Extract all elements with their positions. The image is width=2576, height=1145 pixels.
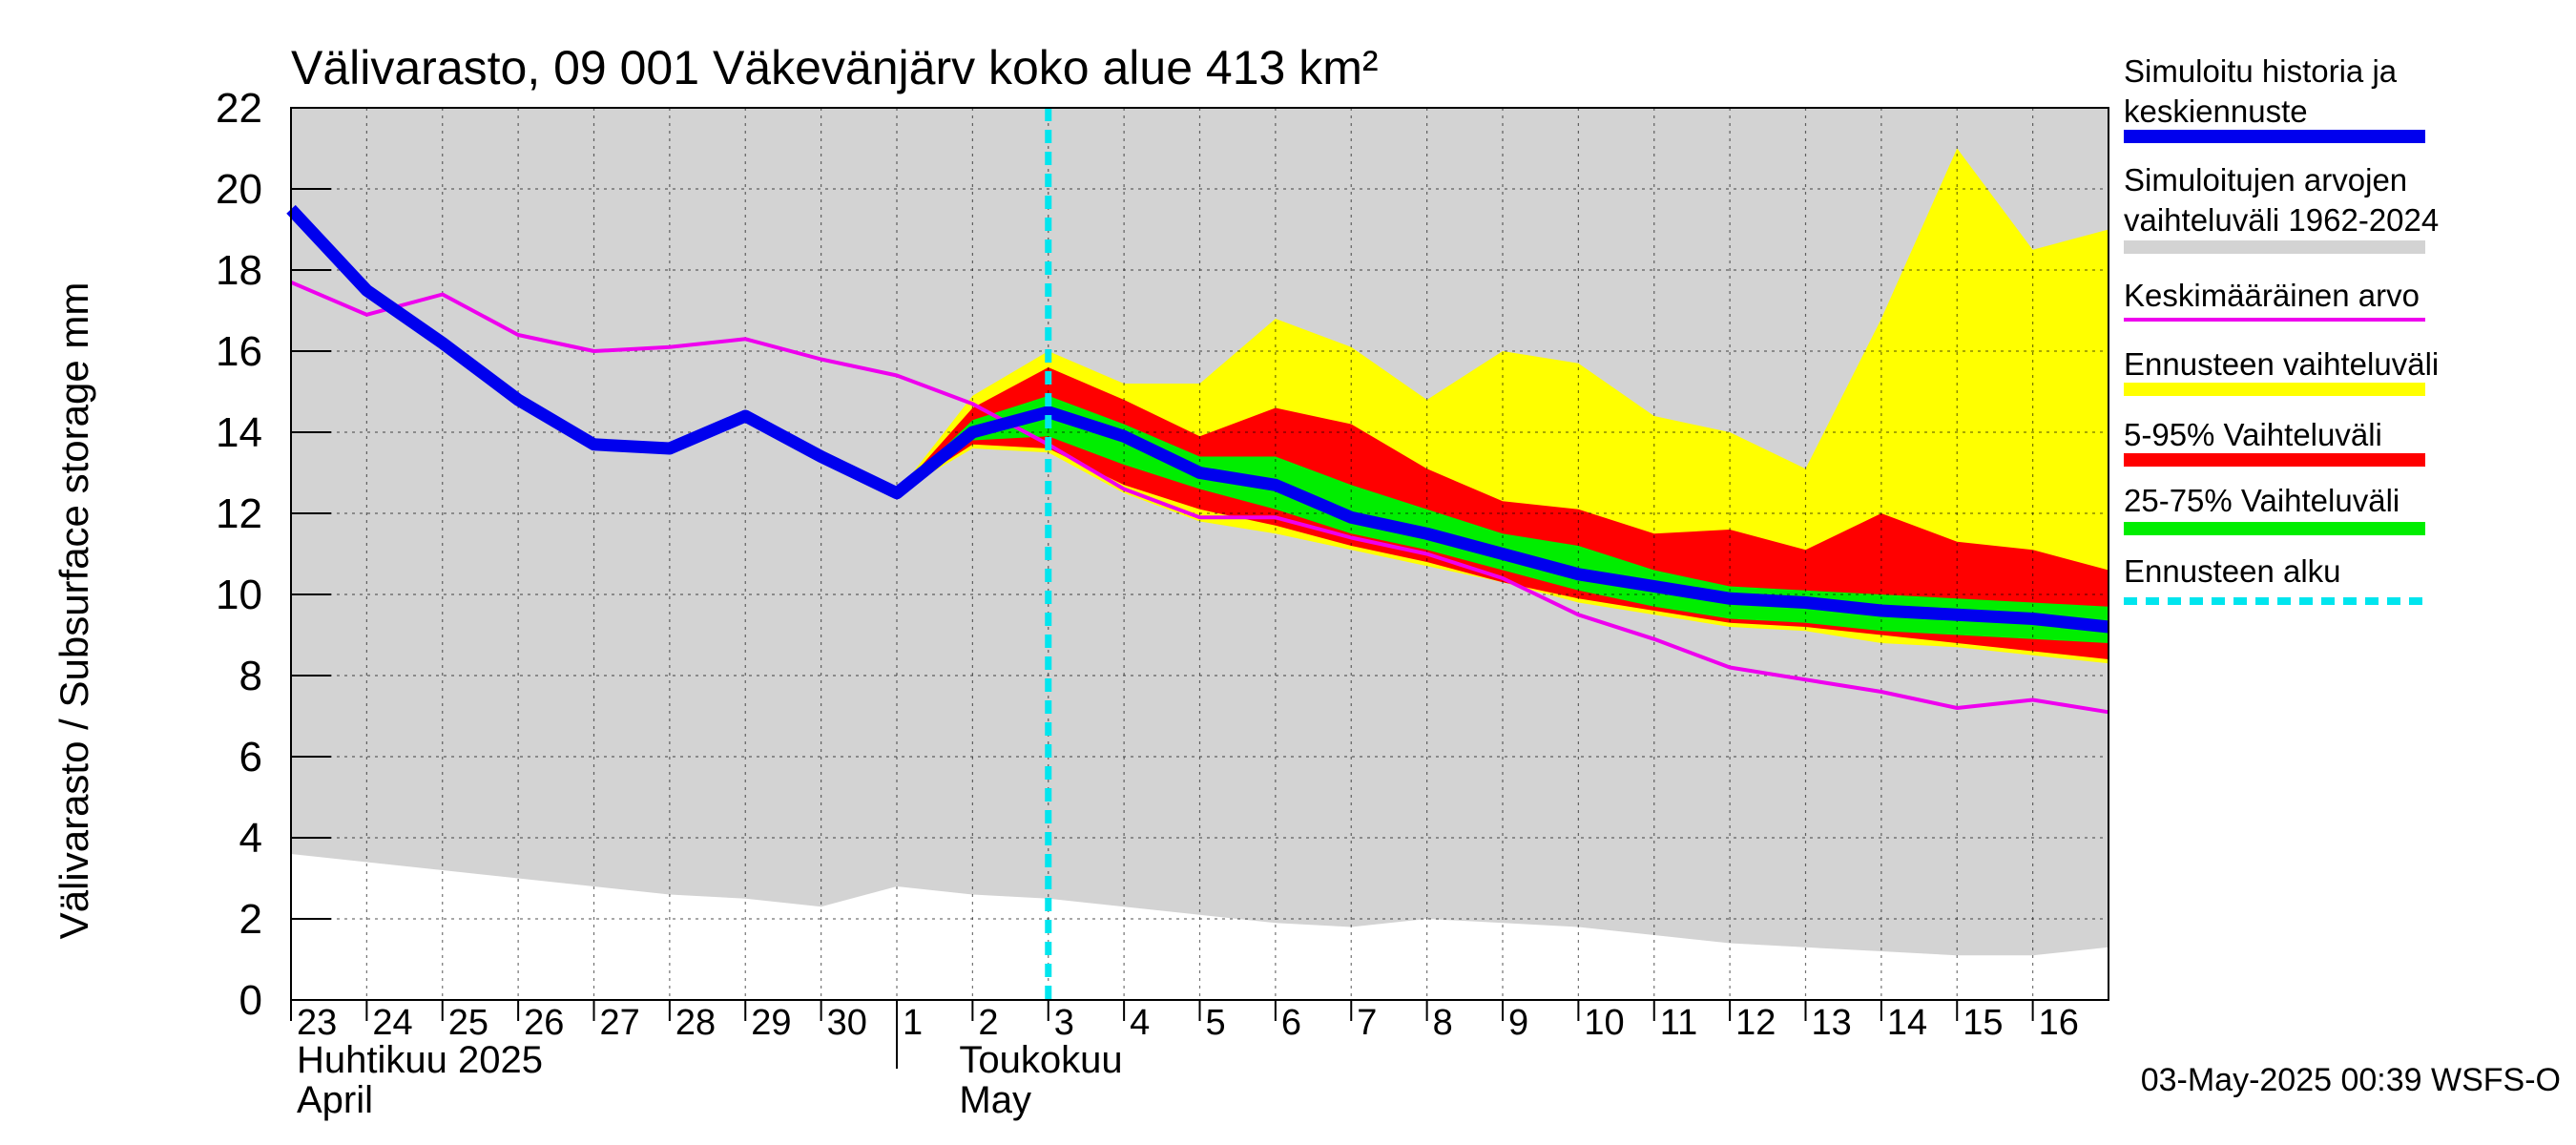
band-25-75 [897, 395, 2109, 643]
x-tick-label: 28 [675, 1003, 716, 1043]
series-simulated-line [286, 204, 2109, 634]
y-tick-label: 8 [239, 653, 262, 699]
legend-item: Simuloitujen arvojen vaihteluväli 1962-20… [2124, 162, 2439, 254]
x-tick-label: 2 [978, 1003, 998, 1043]
x-tick-label: 15 [1963, 1003, 2003, 1043]
x-tick-label: 10 [1584, 1003, 1624, 1043]
y-tick-label: 10 [216, 572, 262, 618]
x-tick-label: 13 [1812, 1003, 1852, 1043]
legend-label: Simuloitu historia ja [2124, 53, 2398, 89]
legend-item: 25-75% Vaihteluväli [2124, 483, 2425, 535]
y-tick-label: 20 [216, 166, 262, 213]
x-tick-label: 25 [448, 1003, 488, 1043]
x-tick-label: 11 [1660, 1003, 1697, 1043]
x-tick-label: 9 [1508, 1003, 1528, 1043]
chart-title: Välivarasto, 09 001 Väkevänjärv koko alu… [291, 41, 1379, 94]
y-tick-label: 18 [216, 247, 262, 294]
x-tick-label: 14 [1887, 1003, 1927, 1043]
legend-item: 5-95% Vaihteluväli [2124, 417, 2425, 467]
legend-label: vaihteluväli 1962-2024 [2124, 202, 2439, 238]
y-tick-label: 2 [239, 896, 262, 943]
y-tick-label: 4 [239, 815, 262, 862]
y-tick-label: 14 [216, 409, 262, 456]
y-tick-label: 12 [216, 490, 262, 537]
legend-label: 25-75% Vaihteluväli [2124, 483, 2399, 518]
x-tick-label: 24 [372, 1003, 412, 1043]
y-axis-label: Välivarasto / Subsurface storage mm [52, 282, 96, 940]
x-tick-label: 16 [2039, 1003, 2079, 1043]
x-tick-label: 6 [1281, 1003, 1301, 1043]
legend-label: keskiennuste [2124, 94, 2308, 129]
legend: Simuloitu historia jakeskiennusteSimuloi… [2124, 53, 2439, 605]
x-tick-label: 3 [1054, 1003, 1074, 1043]
legend-item: Ennusteen vaihteluväli [2124, 346, 2439, 396]
x-tick-label: 30 [827, 1003, 867, 1043]
legend-label: Simuloitujen arvojen [2124, 162, 2407, 198]
legend-label: Ennusteen vaihteluväli [2124, 346, 2439, 382]
x-tick-label: 8 [1433, 1003, 1453, 1043]
month-label-en: May [959, 1079, 1031, 1121]
legend-label: Ennusteen alku [2124, 553, 2341, 589]
x-tick-label: 7 [1357, 1003, 1377, 1043]
timestamp: 03-May-2025 00:39 WSFS-O [2141, 1062, 2561, 1098]
y-tick-label: 0 [239, 977, 262, 1024]
month-label-fi: Toukokuu [959, 1039, 1122, 1081]
month-label-fi: Huhtikuu 2025 [297, 1039, 543, 1081]
legend-label: 5-95% Vaihteluväli [2124, 417, 2382, 452]
x-tick-label: 4 [1130, 1003, 1150, 1043]
y-tick-label: 16 [216, 328, 262, 375]
x-tick-label: 1 [903, 1003, 923, 1043]
month-label-en: April [297, 1079, 373, 1121]
x-tick-label: 5 [1206, 1003, 1226, 1043]
x-tick-label: 29 [751, 1003, 791, 1043]
legend-label: Keskimääräinen arvo [2124, 278, 2420, 313]
y-tick-label: 22 [216, 85, 262, 132]
series-mean-line [290, 280, 2109, 715]
y-tick-label: 6 [239, 734, 262, 781]
legend-item: Keskimääräinen arvo [2124, 278, 2425, 322]
x-tick-label: 27 [600, 1003, 640, 1043]
x-tick-label: 23 [297, 1003, 337, 1043]
legend-item: Ennusteen alku [2124, 553, 2425, 605]
legend-item: Simuloitu historia ja keskiennuste [2124, 53, 2425, 143]
x-tick-label: 12 [1735, 1003, 1776, 1043]
x-tick-label: 26 [524, 1003, 564, 1043]
